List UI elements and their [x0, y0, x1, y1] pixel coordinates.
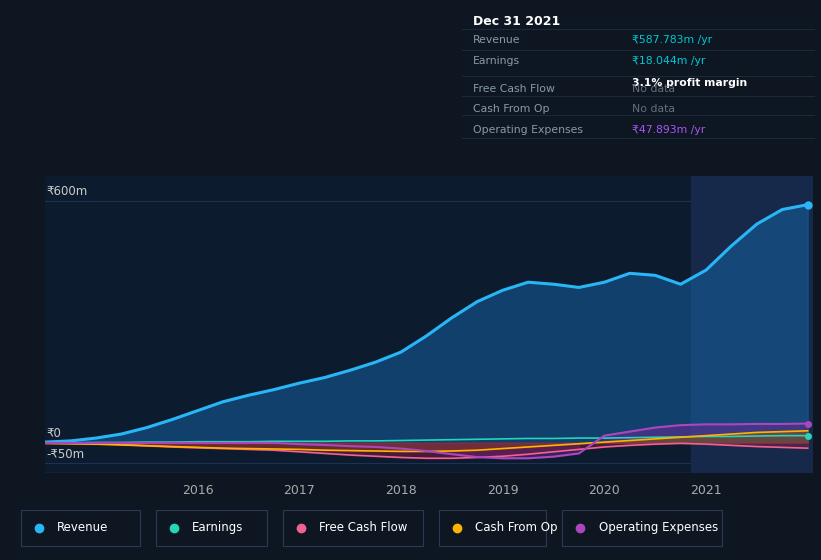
Text: Revenue: Revenue — [57, 521, 108, 534]
Text: Earnings: Earnings — [192, 521, 244, 534]
Text: No data: No data — [631, 84, 675, 94]
Text: Revenue: Revenue — [473, 35, 521, 45]
Text: Cash From Op: Cash From Op — [473, 104, 549, 114]
Text: Free Cash Flow: Free Cash Flow — [473, 84, 555, 94]
Text: No data: No data — [631, 104, 675, 114]
Text: 3.1% profit margin: 3.1% profit margin — [631, 78, 747, 87]
Text: Operating Expenses: Operating Expenses — [473, 125, 583, 135]
Text: Dec 31 2021: Dec 31 2021 — [473, 16, 560, 29]
Text: Earnings: Earnings — [473, 57, 520, 66]
Text: Operating Expenses: Operating Expenses — [599, 521, 718, 534]
Text: ₹587.783m /yr: ₹587.783m /yr — [631, 35, 712, 45]
Text: -₹50m: -₹50m — [46, 447, 85, 461]
Bar — [690, 176, 813, 473]
Text: ₹600m: ₹600m — [46, 185, 87, 198]
Text: ₹18.044m /yr: ₹18.044m /yr — [631, 57, 705, 66]
Text: Cash From Op: Cash From Op — [475, 521, 557, 534]
Text: ₹0: ₹0 — [46, 427, 61, 441]
Text: ₹47.893m /yr: ₹47.893m /yr — [631, 125, 705, 135]
Text: Free Cash Flow: Free Cash Flow — [319, 521, 408, 534]
